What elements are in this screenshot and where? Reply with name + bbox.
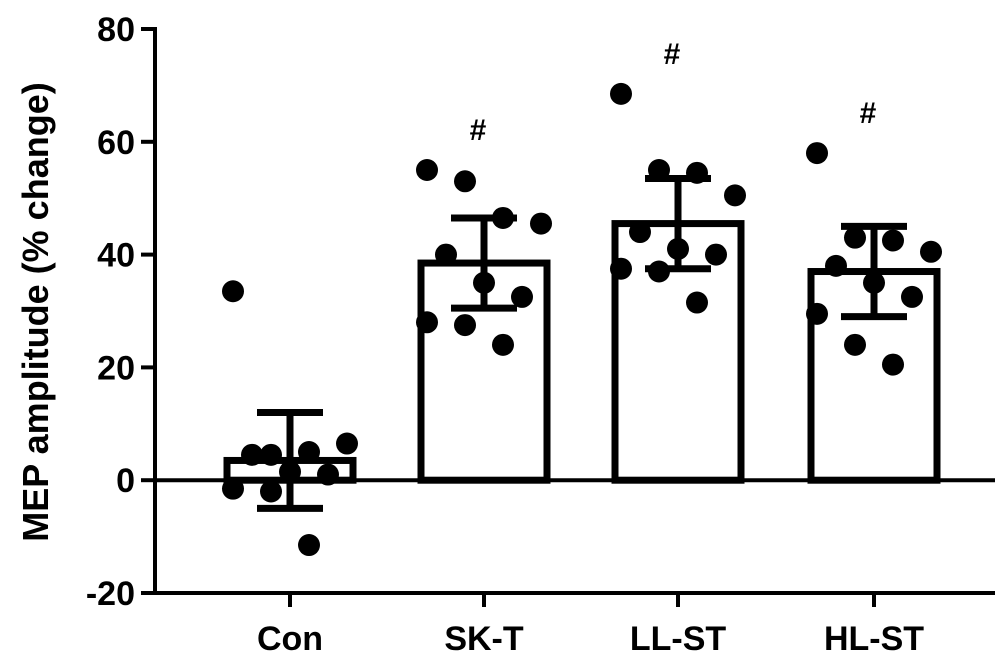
data-point-sk-t — [454, 170, 476, 193]
y-tick-label: 0 — [116, 462, 135, 500]
data-point-hl-st — [825, 254, 847, 277]
data-point-con — [298, 534, 320, 557]
data-point-ll-st — [724, 184, 746, 207]
data-point-con — [260, 443, 282, 466]
significance-marker-hl-st: # — [860, 97, 877, 130]
data-point-con — [222, 477, 244, 500]
x-tick-label-ll-st: LL-ST — [630, 620, 727, 658]
data-point-hl-st — [882, 229, 904, 252]
y-tick-label: 80 — [97, 11, 135, 49]
x-tick-label-sk-t: SK-T — [444, 620, 524, 658]
data-point-ll-st — [686, 291, 708, 314]
data-point-ll-st — [610, 82, 632, 105]
data-point-ll-st — [629, 221, 651, 244]
significance-marker-sk-t: # — [470, 114, 487, 147]
data-point-hl-st — [901, 285, 923, 308]
data-point-con — [241, 443, 263, 466]
y-tick-label: 60 — [97, 124, 135, 162]
data-point-hl-st — [806, 142, 828, 165]
points-layer — [222, 82, 942, 557]
data-point-hl-st — [844, 226, 866, 249]
data-point-con — [336, 432, 358, 455]
data-point-con — [260, 480, 282, 503]
data-point-sk-t — [454, 314, 476, 337]
data-point-hl-st — [844, 333, 866, 356]
data-point-ll-st — [610, 257, 632, 280]
y-tick-label: -20 — [86, 575, 135, 613]
data-point-con — [317, 463, 339, 486]
data-point-hl-st — [806, 302, 828, 325]
x-tick-label-con: Con — [257, 620, 323, 658]
data-point-sk-t — [530, 212, 552, 235]
data-point-con — [222, 280, 244, 303]
data-point-sk-t — [511, 285, 533, 308]
y-axis-label: MEP amplitude (% change) — [15, 82, 56, 541]
x-tick-label-hl-st: HL-ST — [824, 620, 924, 658]
y-tick-label: 40 — [97, 237, 135, 275]
data-point-ll-st — [705, 243, 727, 266]
data-point-sk-t — [492, 333, 514, 356]
y-tick-label: 20 — [97, 349, 135, 387]
data-point-hl-st — [920, 240, 942, 263]
significance-marker-ll-st: # — [664, 38, 681, 71]
data-point-con — [298, 441, 320, 463]
data-point-hl-st — [882, 353, 904, 376]
labels-layer: -20 0 20 40 60 80 Con SK-T LL-ST HL-ST # # # — [86, 11, 924, 658]
data-point-sk-t — [416, 311, 438, 334]
data-point-sk-t — [435, 243, 457, 266]
data-point-sk-t — [416, 159, 438, 181]
